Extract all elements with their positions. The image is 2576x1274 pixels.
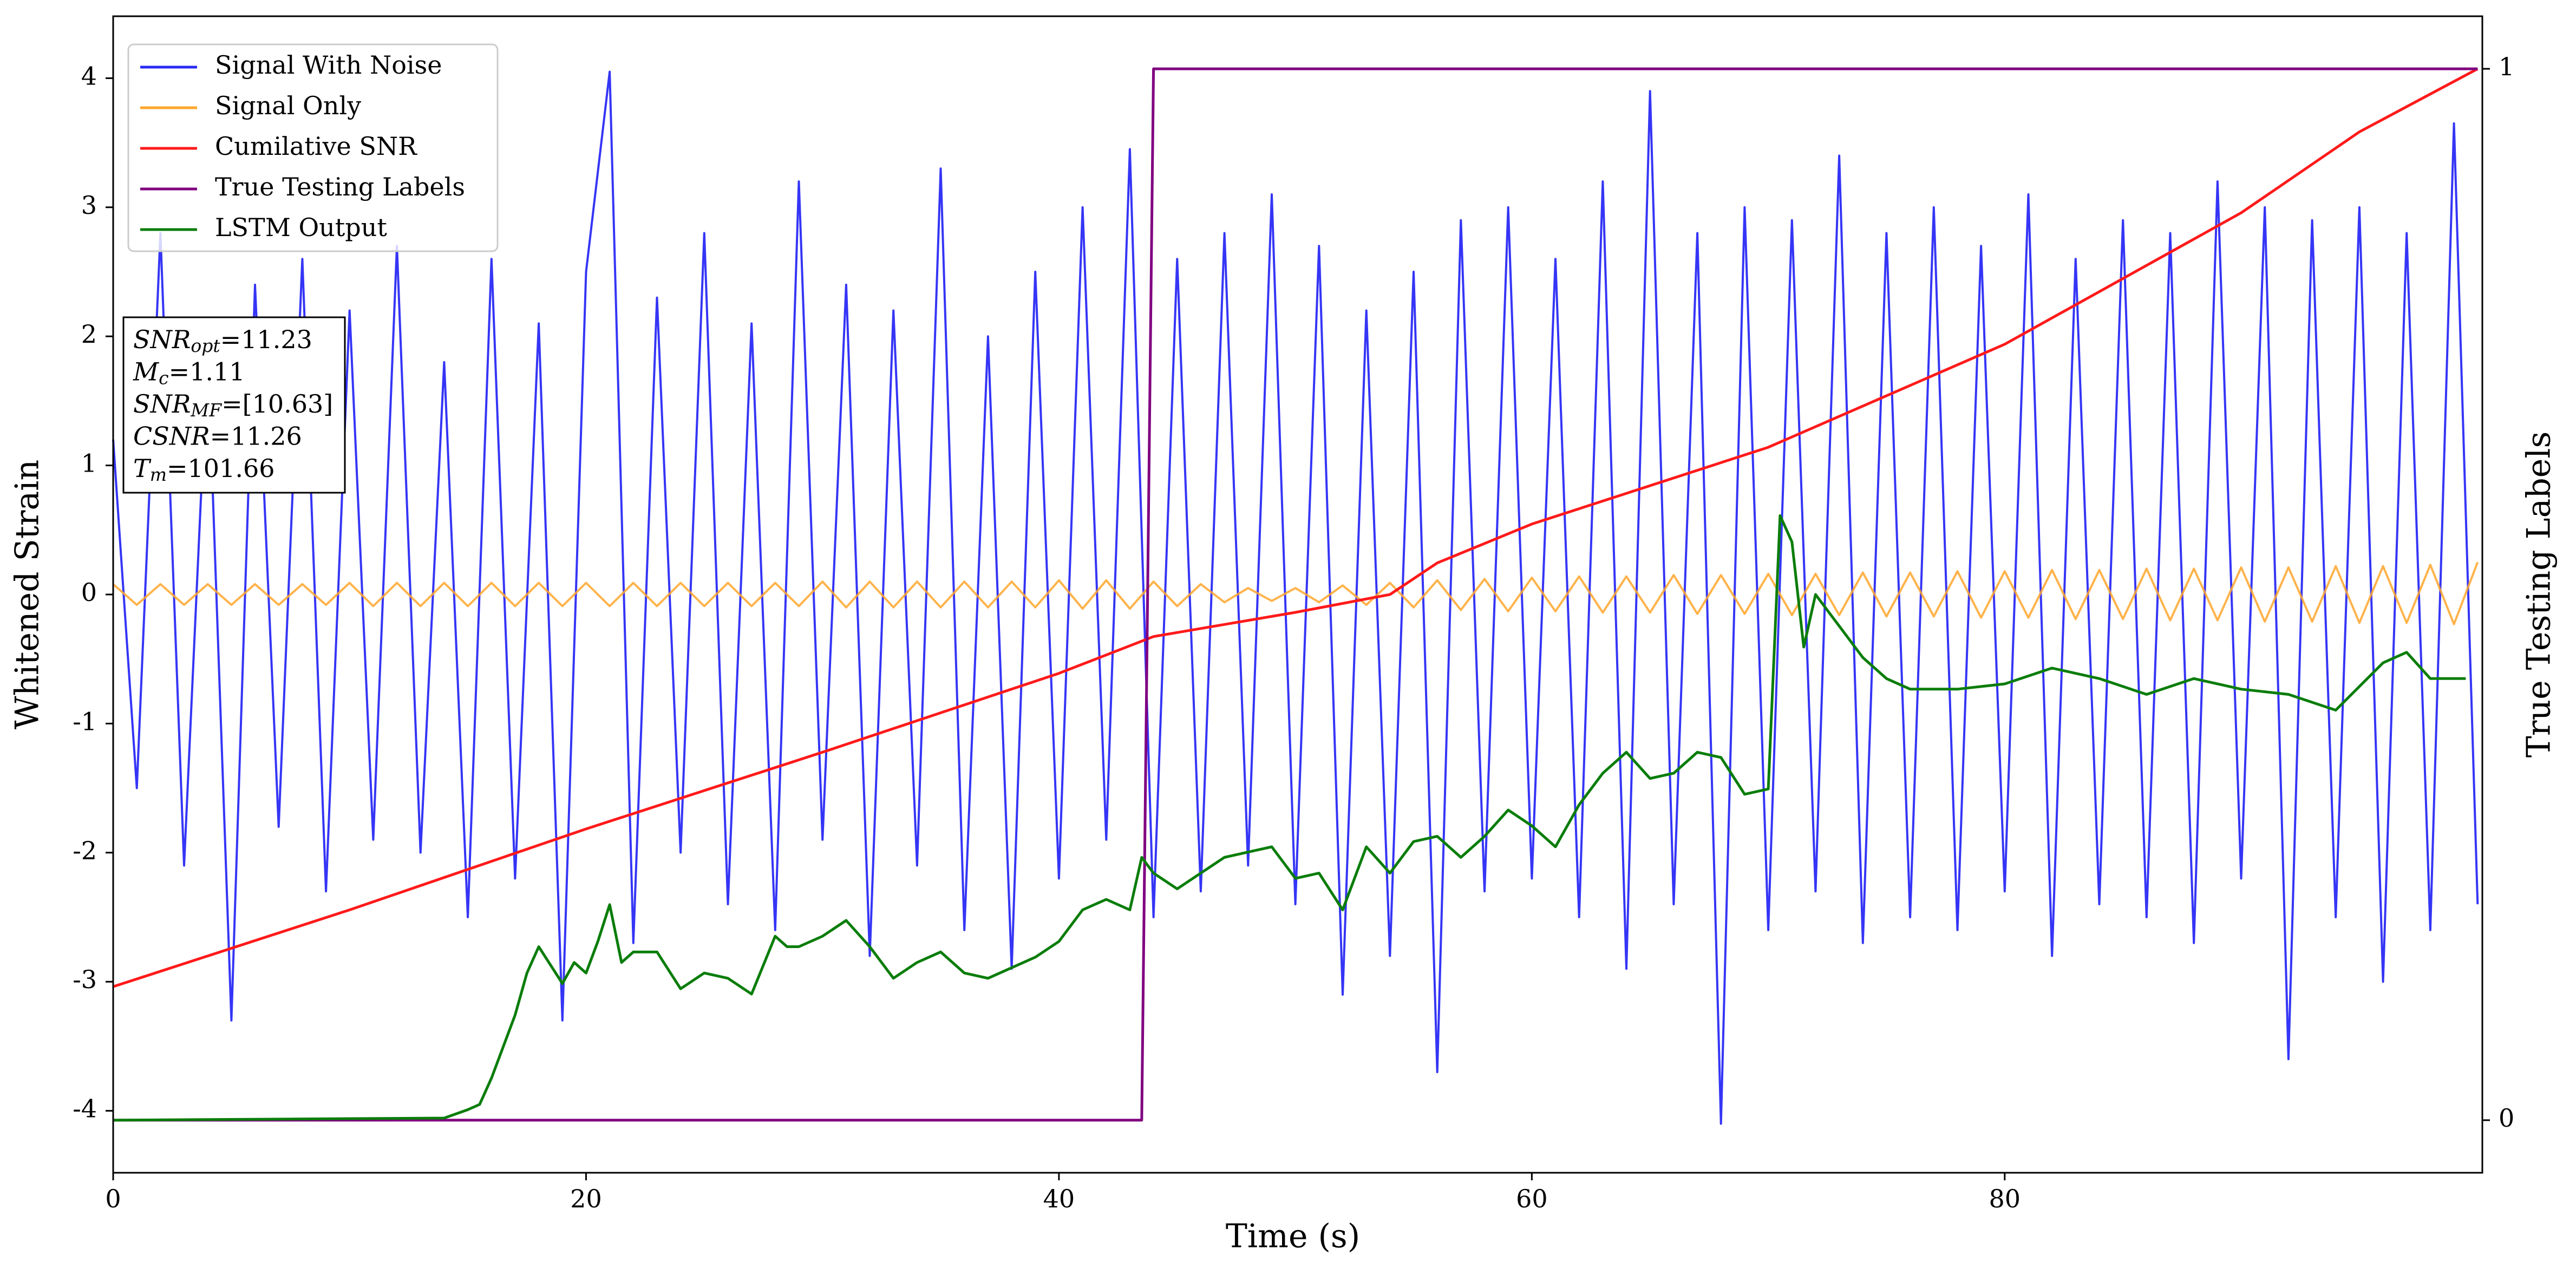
annotation-text: Tm=101.66 (133, 454, 274, 485)
y-tick-label: 4 (81, 61, 97, 90)
annotation-text: SNRMF=[10.63] (133, 389, 333, 421)
y-tick-label: -3 (73, 965, 97, 994)
series-line (112, 561, 2479, 625)
x-tick-label: 20 (570, 1184, 602, 1213)
annotation-main: CSNR (133, 422, 210, 451)
legend-label: Cumilative SNR (215, 132, 417, 161)
annotation-text: CSNR=11.26 (133, 422, 302, 451)
annotation-rest: =11.26 (210, 422, 302, 451)
x-tick-label: 0 (105, 1184, 121, 1213)
annotation-main: SNR (133, 325, 191, 354)
y2-axis-label: True Testing Labels (2520, 432, 2558, 758)
annotation-sub: opt (191, 335, 220, 356)
x-tick-label: 40 (1043, 1184, 1075, 1213)
legend-label: Signal With Noise (215, 50, 442, 80)
series-line (113, 514, 2466, 1122)
annotation-main: M (133, 357, 160, 387)
annotation-rest: =101.66 (167, 454, 275, 483)
y-axis-label: Whitened Strain (9, 460, 47, 729)
series-line (113, 67, 2479, 988)
legend-label: LSTM Output (215, 213, 387, 242)
annotation-rest: =1.11 (169, 357, 245, 387)
annotation-box: SNRopt=11.23Mc=1.11SNRMF=[10.63]CSNR=11.… (122, 316, 346, 494)
y2-tick-label: 0 (2499, 1103, 2514, 1133)
series-line (112, 70, 2479, 1125)
legend-box (127, 43, 499, 252)
series-line (113, 67, 2478, 1122)
legend-label: True Testing Labels (215, 172, 465, 201)
y-tick-label: -4 (73, 1094, 97, 1123)
y-tick-label: 1 (81, 449, 97, 478)
annotation-rest: =[10.63] (221, 389, 333, 419)
annotation-main: SNR (133, 389, 191, 419)
annotation-text: SNRopt=11.23 (133, 325, 312, 356)
y-tick-label: -2 (73, 836, 97, 865)
marks (112, 67, 2479, 1125)
annotation-sub: c (159, 367, 168, 388)
legend: Signal With Noise Signal Only Cumilative S… (127, 43, 499, 252)
y-tick-label: 3 (81, 191, 97, 220)
y-tick-label: -1 (73, 707, 97, 736)
legend-label: Signal Only (215, 91, 361, 120)
annotation-frame (122, 316, 346, 494)
annotation-main: T (133, 454, 152, 483)
y-tick-label: 0 (81, 578, 97, 607)
x-tick-label: 60 (1516, 1184, 1548, 1213)
annotation-text: Mc=1.11 (133, 357, 245, 389)
annotation-sub: MF (190, 400, 222, 421)
annotation-sub: m (150, 464, 167, 485)
x-tick-label: 80 (1989, 1184, 2021, 1213)
annotation-rest: =11.23 (220, 325, 312, 354)
x-axis-label: Time (s) (1226, 1218, 1360, 1256)
y-tick-label: 2 (81, 319, 97, 349)
y2-tick-label: 1 (2499, 52, 2514, 81)
